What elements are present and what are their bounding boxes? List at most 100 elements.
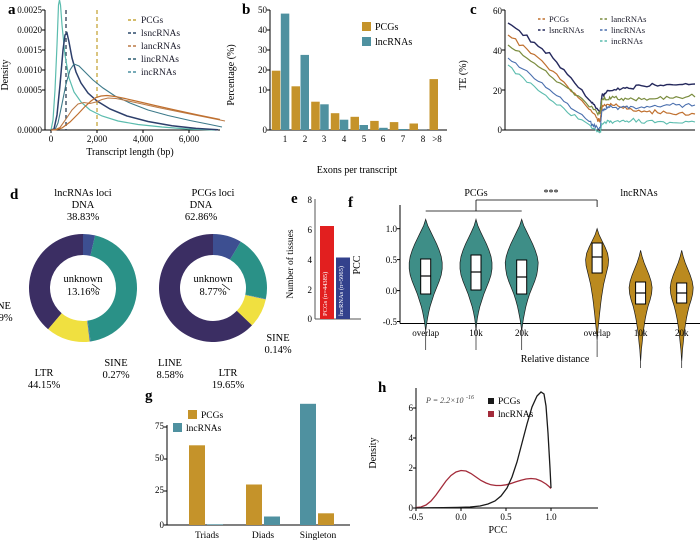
svg-text:lncRNAs loci: lncRNAs loci — [54, 188, 112, 199]
svg-text:-16: -16 — [466, 395, 474, 401]
svg-text:lincRNAs: lincRNAs — [611, 25, 645, 35]
svg-text:40: 40 — [258, 25, 268, 35]
svg-text:8.58%: 8.58% — [156, 370, 183, 381]
svg-text:d: d — [10, 187, 19, 203]
svg-text:unknown: unknown — [63, 274, 103, 285]
svg-text:DNA: DNA — [72, 200, 95, 211]
svg-text:PCGs: PCGs — [464, 188, 487, 199]
svg-text:lancRNAs: lancRNAs — [141, 42, 181, 52]
svg-text:62.86%: 62.86% — [185, 212, 218, 223]
svg-text:incRNAs: incRNAs — [141, 68, 177, 78]
svg-text:0: 0 — [49, 134, 54, 144]
svg-text:4: 4 — [409, 433, 414, 443]
svg-text:0.0020: 0.0020 — [17, 25, 42, 35]
svg-text:0.0025: 0.0025 — [17, 5, 42, 15]
svg-text:60: 60 — [493, 6, 503, 16]
svg-text:20: 20 — [258, 65, 268, 75]
svg-text:PCGs loci: PCGs loci — [192, 188, 235, 199]
svg-text:PCC: PCC — [352, 255, 363, 274]
svg-text:20k: 20k — [675, 328, 689, 338]
svg-text:50: 50 — [155, 453, 165, 463]
svg-text:0.0005: 0.0005 — [17, 85, 42, 95]
svg-text:0.5: 0.5 — [500, 512, 512, 522]
svg-text:Singleton: Singleton — [300, 531, 337, 541]
svg-text:2: 2 — [409, 463, 414, 473]
svg-text:6: 6 — [409, 403, 414, 413]
svg-text:0.27%: 0.27% — [102, 370, 129, 381]
svg-text:LTR: LTR — [219, 368, 238, 379]
svg-text:lncRNAs: lncRNAs — [498, 410, 534, 420]
svg-text:-0.5: -0.5 — [409, 512, 424, 522]
svg-text:2: 2 — [303, 134, 308, 144]
svg-text:5: 5 — [362, 134, 367, 144]
svg-text:1.0: 1.0 — [386, 224, 398, 234]
svg-text:PCGs: PCGs — [141, 16, 163, 26]
svg-text:Percentage (%): Percentage (%) — [226, 44, 237, 105]
svg-text:0: 0 — [498, 125, 503, 135]
svg-text:1.0: 1.0 — [545, 512, 557, 522]
svg-text:38.83%: 38.83% — [67, 212, 100, 223]
svg-text:overlap: overlap — [412, 328, 439, 338]
svg-text:incRNAs: incRNAs — [611, 36, 643, 46]
svg-text:>8: >8 — [432, 134, 442, 144]
svg-text:44.15%: 44.15% — [28, 380, 61, 391]
svg-text:lsncRNAs: lsncRNAs — [141, 29, 180, 39]
svg-text:unknown: unknown — [193, 274, 233, 285]
svg-text:f: f — [348, 195, 354, 211]
svg-text:LINE: LINE — [0, 301, 11, 312]
svg-text:LINE: LINE — [158, 358, 182, 369]
svg-text:TE (%): TE (%) — [458, 60, 469, 90]
svg-text:lsncRNAs: lsncRNAs — [549, 25, 584, 35]
svg-text:SINE: SINE — [104, 358, 127, 369]
svg-text:4: 4 — [308, 255, 313, 265]
svg-text:20: 20 — [493, 86, 503, 96]
svg-text:0: 0 — [160, 520, 165, 530]
svg-text:PCGs: PCGs — [549, 14, 569, 24]
svg-text:0.0000: 0.0000 — [17, 125, 42, 135]
svg-text:e: e — [291, 191, 298, 207]
svg-text:DNA: DNA — [190, 200, 213, 211]
svg-text:-0.5: -0.5 — [383, 317, 398, 327]
svg-text:0.0010: 0.0010 — [17, 65, 42, 75]
svg-text:10: 10 — [258, 85, 268, 95]
svg-text:4,000: 4,000 — [133, 134, 154, 144]
svg-text:lncRNAs: lncRNAs — [186, 424, 222, 434]
svg-text:3: 3 — [322, 134, 327, 144]
svg-text:***: *** — [544, 188, 559, 199]
svg-text:30: 30 — [258, 45, 268, 55]
svg-text:7: 7 — [401, 134, 406, 144]
svg-text:a: a — [8, 2, 16, 18]
svg-text:50: 50 — [258, 5, 268, 15]
svg-text:25: 25 — [155, 485, 165, 495]
svg-text:0: 0 — [263, 125, 268, 135]
svg-text:h: h — [378, 380, 387, 396]
svg-text:13.16%: 13.16% — [67, 287, 100, 298]
svg-text:2: 2 — [308, 285, 313, 295]
svg-text:0.0015: 0.0015 — [17, 45, 42, 55]
svg-text:Transcript length (bp): Transcript length (bp) — [86, 147, 173, 158]
svg-text:8: 8 — [308, 195, 313, 205]
svg-text:PCGs: PCGs — [201, 411, 223, 421]
svg-text:0.0: 0.0 — [455, 512, 467, 522]
svg-text:Exons per transcript: Exons per transcript — [317, 165, 398, 176]
svg-text:g: g — [145, 390, 153, 404]
svg-text:0: 0 — [308, 314, 313, 324]
svg-text:lncRNAs: lncRNAs — [620, 188, 657, 199]
svg-text:3.59%: 3.59% — [0, 313, 13, 324]
svg-text:overlap: overlap — [584, 328, 611, 338]
svg-text:P = 2.2×10: P = 2.2×10 — [425, 396, 464, 405]
svg-text:PCGs: PCGs — [375, 22, 398, 33]
svg-text:2,000: 2,000 — [87, 134, 108, 144]
svg-text:8: 8 — [421, 134, 426, 144]
svg-text:PCGs: PCGs — [498, 397, 520, 407]
svg-text:40: 40 — [493, 46, 503, 56]
svg-text:10k: 10k — [634, 328, 648, 338]
svg-text:8.77%: 8.77% — [199, 287, 226, 298]
svg-text:Triads: Triads — [195, 531, 219, 541]
svg-text:0.5: 0.5 — [386, 255, 398, 265]
svg-text:4: 4 — [342, 134, 347, 144]
svg-text:c: c — [470, 2, 477, 18]
svg-text:1: 1 — [283, 134, 288, 144]
svg-text:LTR: LTR — [35, 368, 54, 379]
svg-text:Diads: Diads — [252, 531, 274, 541]
